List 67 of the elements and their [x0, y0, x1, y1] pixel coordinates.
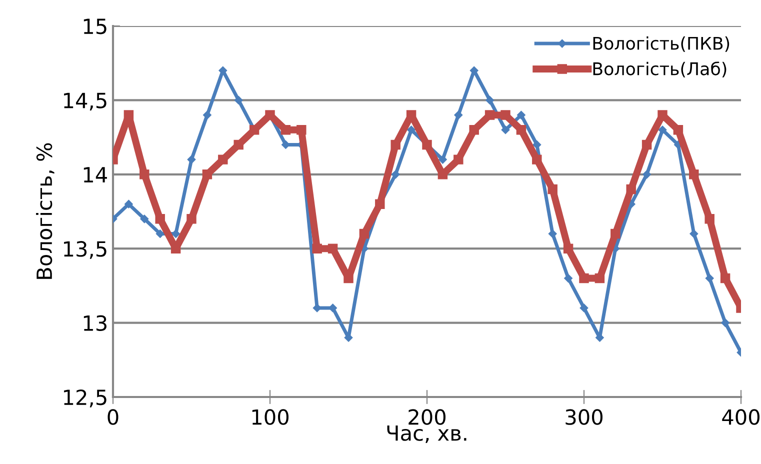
point [579, 273, 589, 284]
point [564, 274, 572, 282]
point [390, 140, 400, 150]
point [186, 214, 196, 224]
point [438, 155, 447, 164]
point [187, 155, 196, 164]
point [124, 200, 133, 208]
point [704, 214, 714, 224]
y-tick-label: 12,5 [64, 389, 106, 408]
point [642, 170, 651, 179]
point [454, 110, 463, 120]
y-tick-label: 13,5 [64, 241, 106, 259]
point [218, 154, 228, 164]
y-axis-title: Вологість, % [36, 143, 54, 279]
point [328, 244, 338, 254]
x-axis-title: Час, хв. [387, 425, 466, 444]
point [486, 96, 494, 104]
x-tick-label: 300 [566, 409, 602, 425]
y-tick-label: 14 [84, 167, 107, 182]
point [454, 154, 464, 164]
legend-label: Вологість(ПКВ) [593, 36, 730, 52]
point [673, 125, 684, 135]
point [517, 110, 526, 120]
x-tick-label: 200 [408, 409, 446, 425]
point [500, 110, 510, 120]
point [407, 126, 416, 134]
point [720, 273, 730, 284]
point [532, 154, 542, 164]
point [563, 244, 574, 254]
point [610, 228, 620, 239]
point [202, 170, 212, 180]
y-tick-label: 13 [84, 315, 106, 332]
point [234, 96, 243, 104]
x-tick-label: 100 [252, 409, 288, 425]
point [532, 140, 542, 149]
point [690, 230, 698, 238]
point [642, 140, 652, 150]
legend-label: Вологість(Лаб) [593, 62, 726, 78]
point [124, 110, 134, 120]
point [689, 170, 699, 180]
point [140, 214, 149, 224]
point [548, 184, 558, 194]
x-tick-label: 400 [722, 409, 760, 425]
point [155, 214, 165, 224]
point [203, 110, 212, 120]
point [658, 126, 667, 134]
point [516, 125, 526, 135]
point [705, 274, 714, 282]
y-tick-label: 15 [84, 18, 106, 34]
point [548, 230, 557, 238]
point [234, 140, 244, 150]
x-tick-label: 0 [108, 409, 118, 425]
point [484, 110, 495, 120]
point [721, 318, 730, 327]
point [594, 273, 605, 284]
point [391, 170, 400, 179]
point [501, 126, 510, 134]
point [626, 184, 636, 194]
point [312, 244, 322, 254]
point [280, 125, 291, 135]
y-tick-label: 14,5 [64, 92, 106, 111]
point [344, 273, 354, 284]
point [359, 228, 370, 239]
point [140, 170, 150, 180]
point [296, 125, 306, 135]
point [469, 125, 479, 135]
point [580, 304, 588, 312]
